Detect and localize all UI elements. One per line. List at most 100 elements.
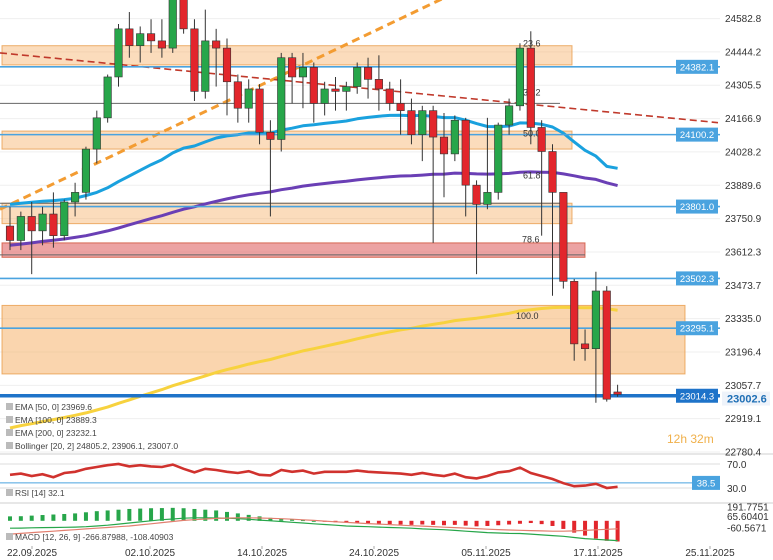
macd-bar xyxy=(268,517,273,521)
macd-bar xyxy=(539,520,544,525)
macd-bar xyxy=(40,515,45,521)
candle-body xyxy=(559,192,568,282)
candle-body xyxy=(515,47,525,107)
legend-ema100[interactable]: EMA [100, 0] 23889.3 xyxy=(6,415,97,425)
legend-rsi[interactable]: RSI [14] 32.1 xyxy=(6,488,65,498)
price-tick: 24444.2 xyxy=(725,47,762,58)
settings-icon[interactable] xyxy=(6,429,13,436)
candle-body xyxy=(613,391,622,395)
legend-ema50[interactable]: EMA [50, 0] 23969.6 xyxy=(6,402,92,412)
level-tag xyxy=(676,321,718,336)
macd-bar xyxy=(290,519,295,521)
candle-body xyxy=(179,0,188,30)
price-tick: 23612.3 xyxy=(725,247,762,258)
candle-body xyxy=(71,192,80,203)
rsi-panel: 70.0 30.0 38.5 xyxy=(0,460,747,495)
settings-icon[interactable] xyxy=(6,533,13,540)
candle-body xyxy=(331,88,340,92)
date-tick: 02.10.2025 xyxy=(125,548,175,559)
level-4[interactable]: 23295.1 xyxy=(0,321,720,336)
candle-body xyxy=(342,86,351,92)
zone xyxy=(1,130,573,150)
fib-label: 78.6 xyxy=(522,234,540,244)
level-1[interactable]: 24100.2 xyxy=(0,127,720,142)
macd-bar xyxy=(550,520,555,526)
candle-body xyxy=(255,88,264,133)
macd-bar xyxy=(127,508,132,521)
macd-bar xyxy=(463,520,468,526)
level-label: 23502.3 xyxy=(680,274,714,285)
candle-body xyxy=(5,225,15,241)
price-tick: 23889.6 xyxy=(725,181,762,192)
level-tag xyxy=(676,127,718,142)
level-5[interactable]: 23014.3 xyxy=(0,388,720,403)
ema50-line xyxy=(9,113,618,206)
candle-body xyxy=(38,213,47,232)
settings-icon[interactable] xyxy=(6,489,13,496)
candle-body xyxy=(309,67,318,104)
candle-body xyxy=(266,131,275,140)
level-tag xyxy=(676,59,718,74)
level-label: 24382.1 xyxy=(680,62,714,73)
macd-bar xyxy=(192,508,197,521)
settings-icon[interactable] xyxy=(6,403,13,410)
settings-icon[interactable] xyxy=(6,442,13,449)
macd-bar xyxy=(159,508,164,521)
candle-body xyxy=(570,281,579,345)
settings-icon[interactable] xyxy=(6,416,13,423)
candle-body xyxy=(483,192,492,205)
candle-body xyxy=(472,184,481,205)
macd-bar xyxy=(387,520,392,525)
candles xyxy=(5,0,622,403)
macd-bar xyxy=(496,520,501,526)
candle-body xyxy=(288,57,297,78)
candle-body xyxy=(494,124,503,193)
date-tick: 05.11.2025 xyxy=(461,548,511,559)
macd-bar xyxy=(366,520,371,524)
candle-body xyxy=(212,40,221,49)
date-tick: 14.10.2025 xyxy=(237,548,287,559)
macd-bar xyxy=(528,520,533,524)
macd-bar xyxy=(225,511,229,521)
price-axis: 24582.8 24444.2 24305.5 24166.9 24028.2 23889… xyxy=(722,14,770,459)
macd-bar xyxy=(583,520,588,536)
candle-body xyxy=(385,88,394,104)
level-3[interactable]: 23502.3 xyxy=(0,271,720,286)
macd-bar xyxy=(420,520,425,525)
macd-bar xyxy=(149,508,154,521)
macd-bar xyxy=(452,520,457,525)
ema-lines xyxy=(9,113,618,430)
candle-body xyxy=(505,105,514,126)
candle-body xyxy=(602,290,611,400)
macd-bar xyxy=(51,514,56,521)
macd-line xyxy=(9,517,618,542)
macd-bar xyxy=(604,520,609,541)
horizontal-levels[interactable]: 24382.1 24100.2 23801.0 23502.3 23295.1 23014… xyxy=(0,59,720,403)
legend-ema200[interactable]: EMA [200, 0] 23232.1 xyxy=(6,428,97,438)
macd-bar xyxy=(83,512,88,521)
candle-body xyxy=(103,76,112,119)
price-tick: 23473.7 xyxy=(725,281,762,292)
zone xyxy=(1,304,686,375)
fib-label: 50.0 xyxy=(523,128,541,138)
macd-bar xyxy=(235,513,240,521)
level-label: 23014.3 xyxy=(680,391,714,402)
candle-body xyxy=(407,110,416,135)
candle-body xyxy=(136,33,145,46)
macd-bar xyxy=(170,507,175,521)
candle-body xyxy=(222,47,232,83)
level-label: 24100.2 xyxy=(680,130,714,141)
rsi-level-tag xyxy=(692,475,720,490)
legend-bollinger[interactable]: Bollinger [20, 2] 24805.2, 23906.1, 2300… xyxy=(6,441,178,451)
legend-macd[interactable]: MACD [12, 26, 9] -266.87988, -108.40903 xyxy=(6,532,173,542)
macd-bar xyxy=(300,520,305,522)
macd-bar xyxy=(29,515,34,521)
candle-body xyxy=(16,216,25,241)
macd-bar xyxy=(311,520,316,522)
level-2[interactable]: 23801.0 xyxy=(0,199,720,214)
candle-body xyxy=(580,343,590,349)
macd-bar xyxy=(181,508,186,521)
rsi-line xyxy=(9,462,618,490)
